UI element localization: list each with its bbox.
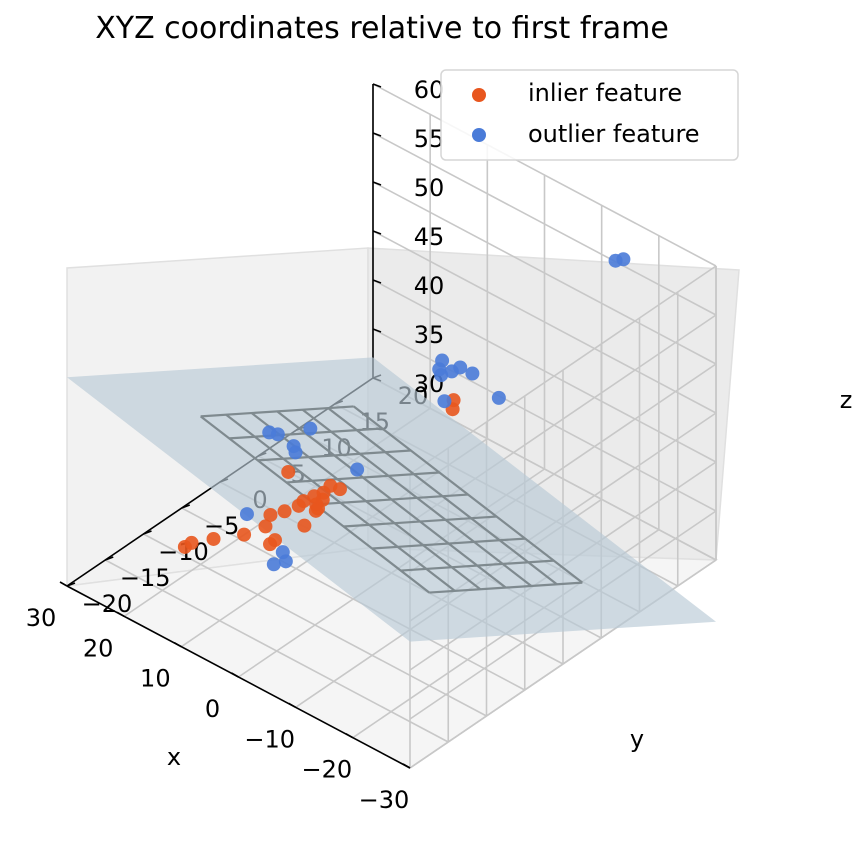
mesh-line-y <box>327 407 558 586</box>
z-gridline-right <box>372 181 717 365</box>
z-tick <box>372 328 382 333</box>
inlier-point <box>297 518 312 533</box>
x-tick <box>116 611 125 618</box>
legend-label-outlier: outlier feature <box>528 120 700 148</box>
inlier-point <box>277 504 292 519</box>
outlier-point <box>262 425 277 440</box>
outlier-point <box>444 364 459 379</box>
z-gridline-right <box>372 230 717 414</box>
x-tick-label: −20 <box>302 756 353 784</box>
mesh-line-y <box>276 410 507 589</box>
x-tick <box>59 581 68 587</box>
z-tick-label: 50 <box>414 174 445 202</box>
y-gridline-floor <box>143 533 487 717</box>
legend-marker-inlier <box>472 88 486 102</box>
outlier-point <box>437 394 452 409</box>
x-tick-label: −10 <box>244 725 295 753</box>
outlier-point <box>350 462 365 477</box>
x-tick-label: 0 <box>205 695 220 723</box>
y-tick-label: −20 <box>82 590 133 618</box>
y-tick <box>143 530 152 535</box>
z-gridline-right <box>372 328 717 512</box>
outlier-point <box>608 253 623 268</box>
z-tick-label: 35 <box>414 321 445 349</box>
x-tick <box>231 672 239 678</box>
legend-box <box>440 69 739 161</box>
z-tick <box>372 230 382 235</box>
inlier-point <box>177 539 192 554</box>
outlier-point <box>266 557 281 572</box>
z-gridline-right <box>372 132 717 316</box>
mesh-line-y <box>301 408 533 587</box>
x-tick <box>288 702 297 709</box>
chart-title: XYZ coordinates relative to first frame <box>95 11 669 46</box>
inlier-point <box>291 498 306 513</box>
outlier-point <box>491 390 506 405</box>
z-tick-label: 40 <box>414 272 445 300</box>
mesh-line-y <box>225 413 456 592</box>
x-axis-label: x <box>167 743 181 771</box>
outlier-point <box>465 366 480 381</box>
z-tick-label: 55 <box>414 125 445 153</box>
outlier-point <box>435 353 450 368</box>
outlier-point <box>239 507 254 522</box>
y-tick-label: −15 <box>120 564 171 592</box>
x-tick <box>402 763 411 769</box>
z-tick <box>372 279 382 284</box>
z-tick-label: 60 <box>414 76 445 104</box>
x-tick <box>173 641 182 648</box>
legend-marker-outlier <box>472 128 486 142</box>
x-tick-label: 20 <box>83 634 114 662</box>
mesh-line-y <box>352 405 584 584</box>
inlier-point <box>237 527 252 542</box>
mesh-grid <box>199 405 584 594</box>
x-tick-label: −30 <box>359 786 410 814</box>
inlier-point <box>267 533 282 548</box>
outlier-point <box>286 439 301 454</box>
z-tick <box>372 83 382 88</box>
y-axis-label: y <box>630 725 644 753</box>
inlier-point <box>281 464 296 479</box>
outlier-point <box>303 421 318 436</box>
inlier-point <box>263 507 278 522</box>
z-tick-label: 45 <box>414 223 445 251</box>
legend-label-inlier: inlier feature <box>528 79 682 107</box>
y-tick <box>181 504 191 509</box>
inlier-point <box>258 519 273 534</box>
y-tick <box>104 556 114 561</box>
y-gridline-floor <box>104 559 449 743</box>
z-axis-label: z <box>840 386 853 414</box>
z-gridline-right <box>372 279 717 463</box>
inlier-point <box>308 503 323 518</box>
outlier-point <box>275 545 290 560</box>
x-tick-label: 30 <box>26 604 57 632</box>
data-points <box>177 252 631 572</box>
y-tick <box>66 582 76 587</box>
z-tick <box>372 181 382 186</box>
x-tick-label: 10 <box>140 665 171 693</box>
legend: inlier feature outlier feature <box>440 69 739 161</box>
x-tick <box>345 732 354 739</box>
z-gridline-right <box>372 83 717 267</box>
inlier-point <box>206 531 221 546</box>
z-tick <box>372 132 382 137</box>
